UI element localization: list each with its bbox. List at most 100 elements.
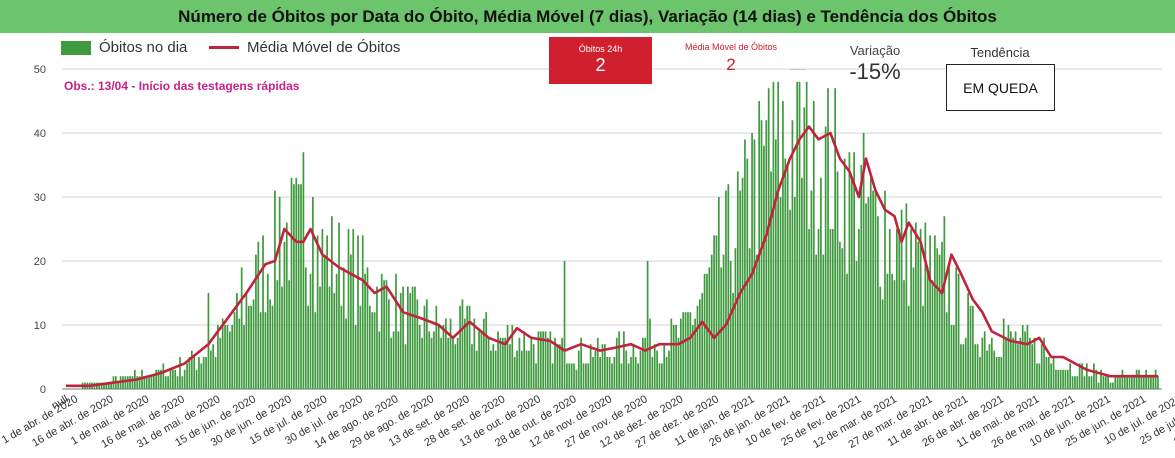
daily-deaths-bar[interactable]: [585, 363, 587, 389]
daily-deaths-bar[interactable]: [150, 376, 153, 389]
daily-deaths-bar[interactable]: [233, 312, 236, 389]
daily-deaths-bar[interactable]: [539, 331, 542, 389]
daily-deaths-bar[interactable]: [1147, 376, 1150, 389]
daily-deaths-bar[interactable]: [511, 325, 514, 389]
daily-deaths-bar[interactable]: [447, 337, 450, 389]
daily-deaths-bar[interactable]: [516, 350, 518, 389]
daily-deaths-bar[interactable]: [117, 382, 120, 389]
daily-deaths-bar[interactable]: [815, 254, 818, 389]
daily-deaths-bar[interactable]: [1102, 376, 1105, 389]
daily-deaths-bar[interactable]: [463, 318, 466, 389]
daily-deaths-bar[interactable]: [136, 376, 139, 389]
daily-deaths-bar[interactable]: [160, 369, 162, 389]
daily-deaths-bar[interactable]: [466, 305, 469, 389]
daily-deaths-bar[interactable]: [340, 305, 343, 389]
daily-deaths-bar[interactable]: [563, 261, 566, 389]
daily-deaths-bar[interactable]: [513, 357, 516, 389]
daily-deaths-bar[interactable]: [827, 88, 829, 389]
daily-deaths-bar[interactable]: [226, 325, 229, 389]
daily-deaths-bar[interactable]: [653, 344, 656, 389]
daily-deaths-bar[interactable]: [1095, 369, 1098, 389]
daily-deaths-bar[interactable]: [378, 331, 381, 389]
daily-deaths-bar[interactable]: [1085, 363, 1088, 389]
daily-deaths-bar[interactable]: [566, 363, 568, 389]
daily-deaths-bar[interactable]: [948, 267, 950, 389]
daily-deaths-bar[interactable]: [376, 286, 378, 389]
daily-deaths-bar[interactable]: [732, 293, 734, 389]
daily-deaths-bar[interactable]: [820, 177, 822, 389]
daily-deaths-bar[interactable]: [1126, 376, 1128, 389]
daily-deaths-bar[interactable]: [879, 286, 882, 389]
daily-deaths-bar[interactable]: [983, 331, 986, 389]
daily-deaths-bar[interactable]: [1119, 376, 1121, 389]
daily-deaths-bar[interactable]: [247, 305, 250, 389]
daily-deaths-bar[interactable]: [701, 293, 704, 389]
daily-deaths-bar[interactable]: [561, 337, 564, 389]
daily-deaths-bar[interactable]: [428, 331, 431, 389]
daily-deaths-bar[interactable]: [490, 350, 492, 389]
daily-deaths-bar[interactable]: [744, 139, 746, 389]
daily-deaths-bar[interactable]: [1066, 369, 1069, 389]
daily-deaths-bar[interactable]: [767, 88, 770, 389]
daily-deaths-bar[interactable]: [549, 331, 552, 389]
daily-deaths-bar[interactable]: [1123, 376, 1126, 389]
daily-deaths-bar[interactable]: [107, 382, 110, 389]
daily-deaths-bar[interactable]: [1019, 337, 1022, 389]
daily-deaths-bar[interactable]: [103, 382, 105, 389]
daily-deaths-bar[interactable]: [388, 299, 390, 389]
daily-deaths-bar[interactable]: [328, 286, 331, 389]
daily-deaths-bar[interactable]: [613, 357, 616, 389]
daily-deaths-bar[interactable]: [934, 235, 936, 389]
daily-deaths-bar[interactable]: [157, 369, 160, 389]
daily-deaths-bar[interactable]: [371, 312, 374, 389]
daily-deaths-bar[interactable]: [520, 350, 523, 389]
daily-deaths-bar[interactable]: [444, 318, 447, 389]
daily-deaths-bar[interactable]: [952, 325, 955, 389]
daily-deaths-bar[interactable]: [580, 337, 582, 389]
daily-deaths-bar[interactable]: [573, 363, 575, 389]
daily-deaths-bar[interactable]: [456, 337, 459, 389]
daily-deaths-bar[interactable]: [257, 241, 260, 389]
daily-deaths-bar[interactable]: [1055, 369, 1057, 389]
daily-deaths-bar[interactable]: [392, 331, 395, 389]
daily-deaths-bar[interactable]: [796, 81, 799, 390]
daily-deaths-bar[interactable]: [630, 357, 632, 389]
daily-deaths-bar[interactable]: [240, 267, 243, 389]
daily-deaths-bar[interactable]: [632, 344, 635, 389]
daily-deaths-bar[interactable]: [397, 331, 400, 389]
daily-deaths-bar[interactable]: [981, 337, 984, 389]
daily-deaths-bar[interactable]: [1057, 369, 1060, 389]
daily-deaths-bar[interactable]: [594, 350, 597, 389]
daily-deaths-bar[interactable]: [321, 229, 324, 389]
daily-deaths-bar[interactable]: [722, 254, 725, 389]
daily-deaths-bar[interactable]: [886, 273, 889, 389]
daily-deaths-bar[interactable]: [219, 337, 222, 389]
daily-deaths-bar[interactable]: [596, 337, 599, 389]
daily-deaths-bar[interactable]: [478, 331, 480, 389]
daily-deaths-bar[interactable]: [670, 318, 673, 389]
daily-deaths-bar[interactable]: [224, 325, 226, 389]
daily-deaths-bar[interactable]: [221, 318, 224, 389]
daily-deaths-bar[interactable]: [1145, 369, 1147, 389]
daily-deaths-bar[interactable]: [1026, 325, 1029, 389]
daily-deaths-bar[interactable]: [599, 357, 601, 389]
daily-deaths-bar[interactable]: [608, 357, 611, 389]
daily-deaths-bar[interactable]: [1007, 325, 1010, 389]
daily-deaths-bar[interactable]: [789, 209, 791, 389]
daily-deaths-bar[interactable]: [1090, 376, 1093, 389]
daily-deaths-bar[interactable]: [1005, 337, 1007, 389]
daily-deaths-bar[interactable]: [231, 325, 234, 389]
daily-deaths-bar[interactable]: [625, 350, 628, 389]
daily-deaths-bar[interactable]: [1038, 363, 1041, 389]
daily-deaths-bar[interactable]: [623, 331, 625, 389]
daily-deaths-bar[interactable]: [1000, 357, 1003, 389]
daily-deaths-bar[interactable]: [1014, 331, 1017, 389]
daily-deaths-bar[interactable]: [1050, 363, 1053, 389]
daily-deaths-bar[interactable]: [668, 350, 670, 389]
daily-deaths-bar[interactable]: [706, 273, 708, 389]
daily-deaths-bar[interactable]: [558, 344, 561, 389]
daily-deaths-bar[interactable]: [238, 318, 241, 389]
daily-deaths-bar[interactable]: [725, 190, 727, 389]
daily-deaths-bar[interactable]: [869, 177, 872, 389]
daily-deaths-bar[interactable]: [212, 344, 215, 389]
